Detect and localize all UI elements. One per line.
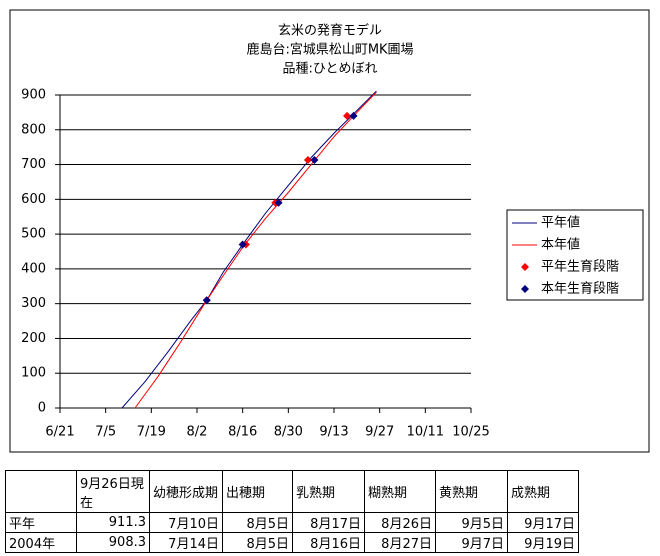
- table-cell: 911.3: [76, 512, 150, 533]
- x-tick-label: 10/11: [407, 425, 444, 440]
- table-cell: 成熟期: [507, 470, 579, 513]
- table-row: 平年 911.3 7月10日 8月5日 8月17日 8月26日 9月5日 9月17日: [5, 512, 579, 533]
- table-cell: 908.3: [76, 532, 150, 553]
- table-cell: 8月27日: [364, 532, 436, 553]
- x-tick-label: 8/30: [274, 425, 303, 440]
- x-tick-label: 9/13: [319, 425, 348, 440]
- y-tick-label: 0: [38, 401, 46, 416]
- y-tick-label: 200: [21, 331, 46, 346]
- legend-label: 平年値: [541, 215, 580, 231]
- legend-label: 本年生育段階: [541, 281, 619, 297]
- y-tick-label: 400: [21, 261, 46, 276]
- x-tick-label: 7/5: [95, 425, 116, 440]
- stage-marker: [238, 240, 247, 249]
- table-header: 9月26日現在 幼穂形成期 出穂期 乳熟期 糊熟期 黄熟期 成熟期: [5, 470, 579, 513]
- x-tick-label: 10/25: [452, 425, 489, 440]
- table-cell: 黄熟期: [435, 470, 508, 513]
- stage-marker: [303, 156, 312, 165]
- table-cell: 乳熟期: [292, 470, 365, 513]
- legend-label: 本年値: [541, 237, 580, 253]
- x-tick-label: 8/16: [228, 425, 257, 440]
- table-cell: 出穂期: [222, 470, 293, 513]
- legend-swatch: [521, 285, 529, 293]
- y-tick-label: 800: [21, 122, 46, 137]
- table-cell: 9月7日: [435, 532, 508, 553]
- x-tick-label: 7/19: [137, 425, 166, 440]
- stage-marker: [274, 198, 283, 207]
- table-cell: 9月19日: [507, 532, 579, 553]
- x-tick-label: 6/21: [45, 425, 74, 440]
- legend-box: [506, 209, 644, 301]
- table-cell: 糊熟期: [364, 470, 436, 513]
- table-cell: [5, 470, 77, 513]
- table-cell: 2004年: [5, 532, 77, 553]
- table-cell: 9月5日: [435, 512, 508, 533]
- stage-marker: [349, 111, 358, 120]
- table-cell: 9月26日現在: [76, 470, 150, 513]
- table-cell: 8月17日: [292, 512, 365, 533]
- table-cell: 8月16日: [292, 532, 365, 553]
- stage-marker: [343, 111, 352, 120]
- series-line: [134, 91, 377, 409]
- chart-title: 鹿島台:宮城県松山町MK圃場: [246, 42, 413, 58]
- table-cell: 幼穂形成期: [149, 470, 223, 513]
- chart-title: 品種:ひとめぼれ: [283, 61, 378, 77]
- legend-swatch: [521, 263, 529, 271]
- chart: 玄米の発育モデル 鹿島台:宮城県松山町MK圃場 品種:ひとめぼれ 0 100 200…: [9, 9, 650, 453]
- table-cell: 8月5日: [222, 512, 293, 533]
- y-tick-label: 700: [21, 157, 46, 172]
- y-tick-label: 500: [21, 227, 46, 242]
- y-tick-label: 300: [21, 296, 46, 311]
- y-tick-label: 100: [21, 366, 46, 381]
- table-row: 2004年 908.3 7月14日 8月5日 8月16日 8月27日 9月7日 9月19日: [5, 532, 579, 553]
- table-cell: 平年: [5, 512, 77, 533]
- x-tick-label: 9/27: [365, 425, 394, 440]
- y-tick-label: 900: [21, 88, 46, 103]
- stage-marker: [202, 296, 211, 305]
- table-cell: 8月5日: [222, 532, 293, 553]
- x-tick-label: 8/2: [187, 425, 208, 440]
- table-cell: 7月14日: [149, 532, 223, 553]
- legend-label: 平年生育段階: [541, 259, 619, 275]
- table-cell: 8月26日: [364, 512, 436, 533]
- y-tick-label: 600: [21, 192, 46, 207]
- chart-title: 玄米の発育モデル: [278, 23, 382, 39]
- table-cell: 9月17日: [507, 512, 579, 533]
- table-cell: 7月10日: [149, 512, 223, 533]
- stage-marker: [310, 156, 319, 165]
- data-table: 9月26日現在 幼穂形成期 出穂期 乳熟期 糊熟期 黄熟期 成熟期 平年 911.3 7月10日 8…: [5, 470, 579, 553]
